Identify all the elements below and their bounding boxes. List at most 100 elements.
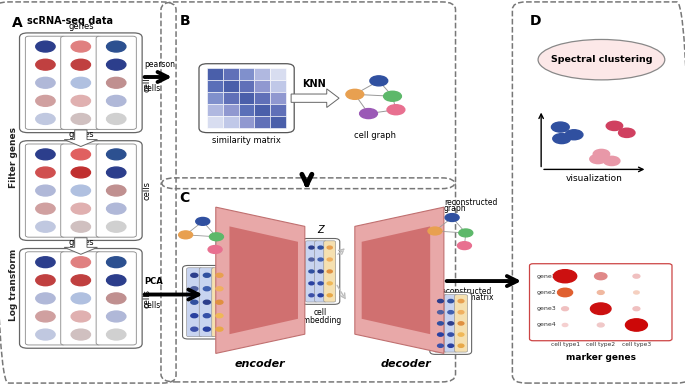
Bar	[270, 116, 286, 128]
Bar	[238, 80, 255, 92]
Text: marker genes: marker genes	[566, 353, 636, 362]
FancyBboxPatch shape	[324, 241, 336, 302]
Text: cell: cell	[314, 308, 327, 317]
Text: visualization: visualization	[566, 174, 623, 183]
Text: reconstructed: reconstructed	[438, 287, 492, 296]
Circle shape	[36, 329, 55, 340]
Circle shape	[458, 300, 464, 303]
Circle shape	[36, 95, 55, 106]
Text: pearson: pearson	[144, 60, 175, 69]
Circle shape	[216, 314, 223, 318]
FancyBboxPatch shape	[455, 295, 467, 352]
Text: cell graph: cell graph	[354, 131, 397, 140]
Circle shape	[71, 311, 90, 322]
Circle shape	[71, 149, 90, 160]
Bar	[270, 80, 286, 92]
Circle shape	[191, 287, 198, 291]
Circle shape	[318, 294, 323, 297]
Text: D: D	[530, 14, 542, 28]
Circle shape	[107, 41, 126, 52]
Text: A: A	[12, 16, 23, 30]
Circle shape	[36, 257, 55, 268]
Text: feature matrix: feature matrix	[438, 293, 494, 301]
Circle shape	[36, 41, 55, 52]
Circle shape	[565, 130, 583, 140]
Circle shape	[191, 314, 198, 318]
Bar	[254, 92, 270, 104]
Circle shape	[551, 122, 569, 132]
Text: Z•Zᵀ: Z•Zᵀ	[373, 228, 404, 241]
Circle shape	[191, 327, 198, 331]
Circle shape	[36, 221, 55, 232]
Text: gene1: gene1	[536, 274, 556, 279]
Bar	[207, 69, 223, 80]
Text: cells: cells	[144, 84, 161, 92]
Circle shape	[625, 319, 647, 331]
Circle shape	[107, 203, 126, 214]
Circle shape	[438, 333, 443, 336]
Circle shape	[387, 105, 405, 115]
Circle shape	[36, 149, 55, 160]
Circle shape	[36, 114, 55, 124]
Circle shape	[593, 149, 610, 159]
Circle shape	[327, 294, 332, 297]
Circle shape	[203, 327, 210, 331]
Circle shape	[71, 221, 90, 232]
Circle shape	[191, 300, 198, 304]
Circle shape	[448, 344, 453, 347]
Circle shape	[558, 288, 573, 297]
FancyBboxPatch shape	[301, 239, 340, 304]
Circle shape	[107, 221, 126, 232]
Circle shape	[203, 314, 210, 318]
Bar	[223, 104, 239, 116]
FancyBboxPatch shape	[25, 36, 66, 129]
Circle shape	[309, 294, 314, 297]
Circle shape	[71, 114, 90, 124]
Circle shape	[191, 273, 198, 277]
FancyBboxPatch shape	[96, 36, 136, 129]
Polygon shape	[362, 226, 430, 334]
Text: Z: Z	[317, 225, 324, 235]
FancyBboxPatch shape	[444, 295, 458, 352]
Circle shape	[71, 293, 90, 304]
Bar	[254, 104, 270, 116]
Circle shape	[318, 258, 323, 261]
Circle shape	[208, 246, 222, 253]
FancyBboxPatch shape	[61, 252, 101, 345]
Polygon shape	[355, 207, 444, 353]
Circle shape	[36, 311, 55, 322]
Circle shape	[438, 311, 443, 314]
Bar	[207, 116, 223, 128]
Text: cells: cells	[144, 301, 161, 310]
Circle shape	[448, 333, 453, 336]
Circle shape	[438, 300, 443, 303]
Circle shape	[107, 149, 126, 160]
Circle shape	[216, 287, 223, 291]
Circle shape	[590, 154, 606, 164]
Text: cell type2: cell type2	[586, 342, 615, 347]
Bar	[270, 104, 286, 116]
Text: reconstructed: reconstructed	[444, 198, 497, 207]
Text: ...: ...	[87, 292, 99, 305]
Circle shape	[71, 185, 90, 196]
Bar	[254, 116, 270, 128]
Circle shape	[36, 185, 55, 196]
FancyBboxPatch shape	[314, 241, 327, 302]
Circle shape	[210, 233, 223, 241]
Circle shape	[36, 59, 55, 70]
Circle shape	[327, 270, 332, 273]
Circle shape	[633, 307, 640, 311]
Text: ...: ...	[87, 184, 99, 197]
Circle shape	[71, 95, 90, 106]
Circle shape	[633, 274, 640, 278]
Bar	[207, 80, 223, 92]
Circle shape	[309, 246, 314, 249]
FancyBboxPatch shape	[19, 141, 142, 240]
Circle shape	[327, 246, 332, 249]
Text: gene2: gene2	[536, 290, 556, 295]
Circle shape	[458, 333, 464, 336]
Circle shape	[458, 311, 464, 314]
Circle shape	[107, 329, 126, 340]
Circle shape	[107, 185, 126, 196]
Text: gene4: gene4	[536, 323, 556, 328]
